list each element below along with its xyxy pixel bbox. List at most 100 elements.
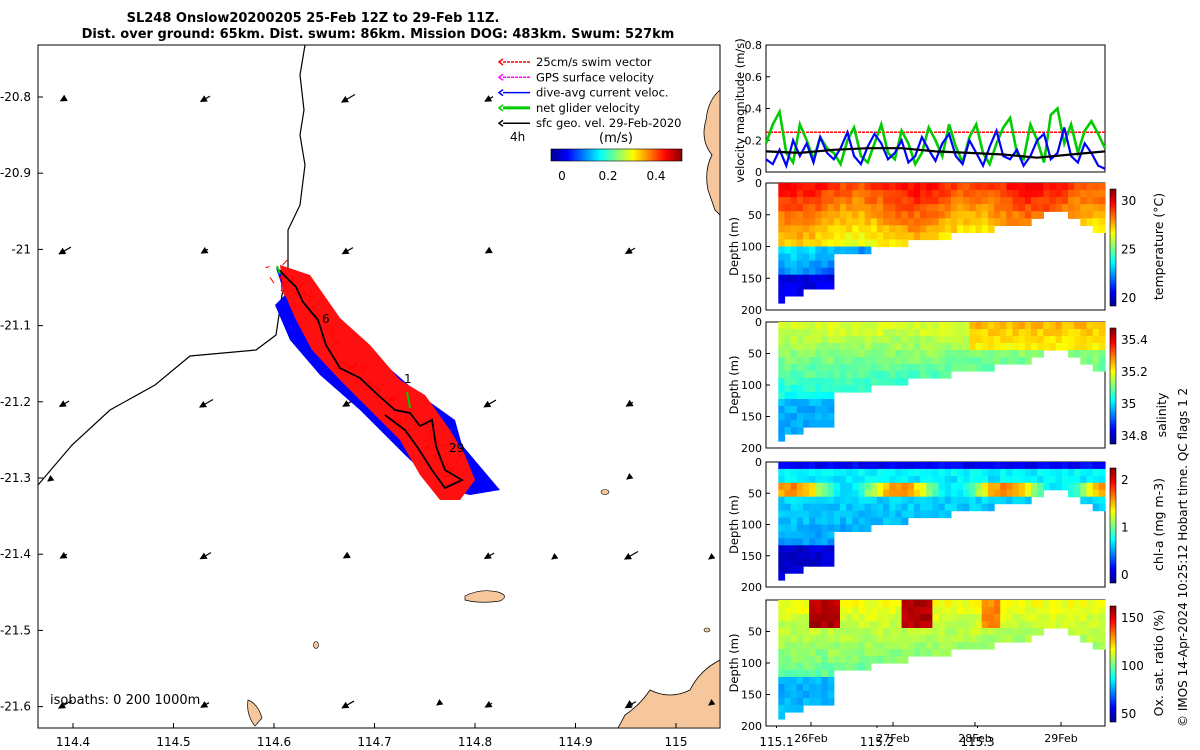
heatmap-cell bbox=[833, 621, 841, 629]
heatmap-cell bbox=[833, 239, 841, 248]
heatmap-cell bbox=[790, 225, 798, 233]
heatmap-cell bbox=[895, 204, 903, 212]
heatmap-cell bbox=[803, 524, 810, 532]
heatmap-cell bbox=[926, 329, 934, 337]
heatmap-cell bbox=[950, 482, 958, 491]
heatmap-cell bbox=[1018, 204, 1026, 212]
heatmap-cell bbox=[796, 246, 804, 255]
heatmap-cell bbox=[1006, 204, 1014, 212]
heatmap-cell bbox=[778, 211, 786, 219]
heatmap-cell bbox=[815, 190, 823, 198]
geo-velocity-arrow bbox=[551, 553, 559, 560]
heatmap-cell bbox=[1043, 197, 1051, 205]
heatmap-cell bbox=[1061, 183, 1069, 191]
heatmap-cell bbox=[784, 343, 792, 351]
heatmap-cell bbox=[796, 635, 804, 643]
heatmap-cell bbox=[1080, 482, 1088, 491]
swim-vector bbox=[312, 302, 321, 308]
heatmap-cell bbox=[975, 614, 983, 622]
heatmap-cell bbox=[870, 649, 878, 657]
heatmap-cell bbox=[926, 371, 934, 379]
heatmap-cell bbox=[846, 385, 853, 393]
heatmap-cell bbox=[920, 600, 927, 608]
heatmap-cell bbox=[833, 656, 841, 664]
heatmap-cell bbox=[981, 600, 989, 608]
heatmap-cell bbox=[870, 211, 878, 219]
heatmap-cell bbox=[796, 600, 804, 608]
heatmap-cell bbox=[981, 211, 989, 219]
heatmap-cell bbox=[1080, 468, 1088, 477]
swim-vector bbox=[430, 448, 435, 452]
heatmap-cell bbox=[852, 482, 860, 491]
heatmap-cell bbox=[1086, 329, 1094, 337]
heatmap-cell bbox=[846, 482, 853, 491]
heatmap-cell bbox=[1031, 475, 1038, 484]
heatmap-cell bbox=[944, 322, 952, 330]
heatmap-cell bbox=[1006, 336, 1014, 344]
heatmap-cell bbox=[1068, 462, 1075, 470]
heatmap-cell bbox=[784, 371, 792, 379]
heatmap-cell bbox=[784, 677, 792, 685]
geo-velocity-arrow bbox=[623, 550, 639, 560]
heatmap-cell bbox=[1031, 197, 1038, 205]
heatmap-cell bbox=[827, 475, 835, 484]
heatmap-cell bbox=[1080, 343, 1088, 351]
heatmap-cell bbox=[1068, 183, 1075, 191]
geo-velocity-arrow bbox=[200, 246, 209, 254]
heatmap-cell bbox=[803, 204, 810, 212]
heatmap-cell bbox=[1000, 496, 1007, 505]
heatmap-cell bbox=[1000, 343, 1007, 351]
heatmap-cell bbox=[1024, 322, 1032, 330]
heatmap-cell bbox=[944, 475, 952, 484]
heatmap-cell bbox=[1018, 343, 1026, 351]
heatmap-cell bbox=[994, 475, 1001, 484]
heatmap-cell bbox=[876, 190, 884, 198]
heatmap-cell bbox=[1098, 607, 1106, 615]
heatmap-cell bbox=[1037, 322, 1044, 330]
heatmap-cell bbox=[864, 517, 872, 526]
heatmap-cell bbox=[1006, 628, 1014, 636]
heatmap-cell bbox=[815, 225, 823, 233]
heatmap-cell bbox=[778, 267, 786, 276]
heatmap-cell bbox=[852, 642, 860, 650]
heatmap-cell bbox=[821, 225, 829, 233]
heatmap-cell bbox=[864, 462, 872, 470]
heatmap-cell bbox=[876, 364, 884, 372]
heatmap-cell bbox=[827, 489, 835, 498]
heatmap-cell bbox=[796, 538, 804, 546]
heatmap-cell bbox=[889, 600, 897, 608]
heatmap-cell bbox=[870, 635, 878, 643]
swim-vector bbox=[309, 287, 313, 294]
heatmap-cell bbox=[1092, 343, 1100, 351]
heatmap-cell bbox=[932, 364, 940, 372]
swim-vector bbox=[404, 420, 407, 423]
heatmap-cell bbox=[987, 197, 995, 205]
heatmap-cell bbox=[784, 684, 792, 692]
heatmap-cell bbox=[981, 635, 989, 643]
heatmap-cell bbox=[852, 524, 860, 532]
heatmap-cell bbox=[809, 183, 816, 191]
heatmap-cell bbox=[1086, 190, 1094, 198]
map-xtick-label: 115 bbox=[665, 735, 688, 749]
heatmap-cell bbox=[784, 204, 792, 212]
heatmap-cell bbox=[821, 600, 829, 608]
heatmap-cell bbox=[815, 628, 823, 636]
heatmap-cell bbox=[1092, 197, 1100, 205]
heatmap-cell bbox=[944, 607, 952, 615]
heatmap-cell bbox=[821, 552, 829, 560]
geo-velocity-arrow bbox=[57, 699, 73, 709]
heatmap-cell bbox=[870, 204, 878, 212]
heatmap-cell bbox=[864, 621, 872, 629]
swim-vector bbox=[407, 428, 411, 432]
heatmap-cell bbox=[987, 489, 995, 498]
heatmap-cell bbox=[1037, 489, 1044, 498]
heatmap-cell bbox=[1074, 628, 1081, 636]
heatmap-cell bbox=[1031, 329, 1038, 337]
heatmap-cell bbox=[994, 614, 1001, 622]
heatmap-cell bbox=[913, 489, 921, 498]
heatmap-cell bbox=[858, 510, 866, 519]
heatmap-cell bbox=[796, 607, 804, 615]
heatmap-cell bbox=[926, 364, 934, 372]
day-label: 6 bbox=[322, 312, 330, 326]
heatmap-cell bbox=[846, 350, 853, 358]
